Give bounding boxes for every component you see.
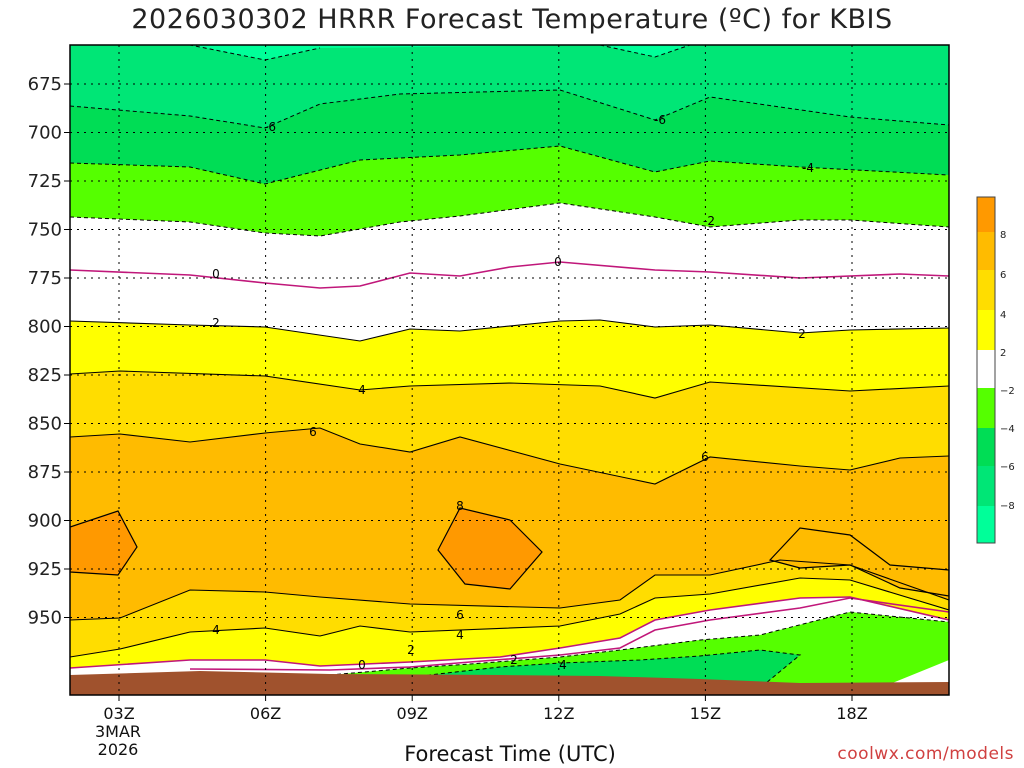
y-tick-label: 675 <box>28 74 62 95</box>
x-tick-label: 12Z <box>543 704 574 723</box>
colorbar-seg <box>977 506 995 543</box>
contour-label: 4 <box>559 658 567 672</box>
plot-frame <box>69 44 950 696</box>
colorbar-tick-label: 8 <box>1000 230 1006 241</box>
warm-core-center <box>437 507 543 590</box>
contour-label: 0 <box>358 658 366 672</box>
y-tick-label: 750 <box>28 220 62 241</box>
contour-label: 4 <box>456 628 464 642</box>
colorbar-seg <box>977 270 995 310</box>
contour-labels: -6 -6 -4 -2 0 0 2 2 4 6 6 8 6 4 4 2 2 4 … <box>212 113 814 672</box>
contour-label: 0 <box>212 267 220 281</box>
ground <box>70 671 949 695</box>
chart-title: 2026030302 HRRR Forecast Temperature (ºC… <box>131 4 893 35</box>
y-axis: 675 700 725 750 775 800 825 850 875 900 925 950 <box>28 74 70 629</box>
zero-isotherms <box>70 261 949 671</box>
y-tick-label: 950 <box>28 608 62 629</box>
negative-contours <box>70 45 949 689</box>
contour-label: -6 <box>264 120 276 134</box>
y-tick-label: 825 <box>28 365 62 386</box>
y-tick-label: 800 <box>28 317 62 338</box>
positive-contours <box>70 319 949 658</box>
contour-label: 0 <box>554 255 562 269</box>
y-tick-label: 775 <box>28 268 62 289</box>
filled-contours <box>70 45 949 695</box>
colorbar-seg <box>977 232 995 270</box>
colorbar-tick-label: −6 <box>1000 462 1015 473</box>
colorbar-tick-label: 2 <box>1000 348 1006 359</box>
colorbar-tick-label: 6 <box>1000 270 1006 281</box>
x-axis-label: Forecast Time (UTC) <box>404 742 616 766</box>
contour-label: -2 <box>703 214 715 228</box>
colorbar-seg <box>977 466 995 506</box>
contour-label: 4 <box>358 383 366 397</box>
contour-label: 2 <box>212 316 220 330</box>
colorbar-seg <box>977 388 995 428</box>
colorbar-tick-label: −8 <box>1000 501 1015 512</box>
x-tick-label: 06Z <box>250 704 281 723</box>
contour-label: 6 <box>309 425 317 439</box>
x-tick-label: 09Z <box>397 704 428 723</box>
x-tick-label: 18Z <box>836 704 867 723</box>
contour-label: -4 <box>802 161 814 175</box>
y-tick-label: 725 <box>28 171 62 192</box>
y-tick-label: 900 <box>28 511 62 532</box>
x-tick-label: 15Z <box>690 704 721 723</box>
y-tick-label: 700 <box>28 123 62 144</box>
warm-core-right <box>768 527 949 597</box>
contour-label: 4 <box>212 623 220 637</box>
contour-label: 2 <box>510 653 518 667</box>
colorbar-seg <box>977 197 995 232</box>
contour-label: -6 <box>654 113 666 127</box>
y-tick-label: 850 <box>28 414 62 435</box>
colorbar-seg <box>977 310 995 350</box>
colorbar-tick-label: 4 <box>1000 310 1006 321</box>
y-tick-label: 875 <box>28 462 62 483</box>
credit-link[interactable]: coolwx.com/models <box>837 744 1014 764</box>
colorbar-frame <box>976 196 996 544</box>
date-year-label: 2026 <box>97 740 139 759</box>
colorbar-tick-label: −4 <box>1000 424 1015 435</box>
colorbar-seg <box>977 350 995 388</box>
contour-label: 6 <box>456 608 464 622</box>
colorbar-seg <box>977 428 995 466</box>
date-day-label: 3MAR <box>94 722 142 741</box>
contour-label: 8 <box>456 499 464 513</box>
contour-label: 2 <box>798 327 806 341</box>
y-tick-label: 925 <box>28 559 62 580</box>
contour-label: 2 <box>407 643 415 657</box>
warm-core-left <box>70 510 138 576</box>
contour-label: 6 <box>701 450 709 464</box>
x-axis: 03Z 06Z 09Z 12Z 15Z 18Z <box>103 695 868 723</box>
x-tick-label: 03Z <box>103 704 134 723</box>
colorbar: 8 6 4 2 −2 −4 −6 −8 <box>976 196 1015 544</box>
colorbar-tick-label: −2 <box>1000 386 1015 397</box>
